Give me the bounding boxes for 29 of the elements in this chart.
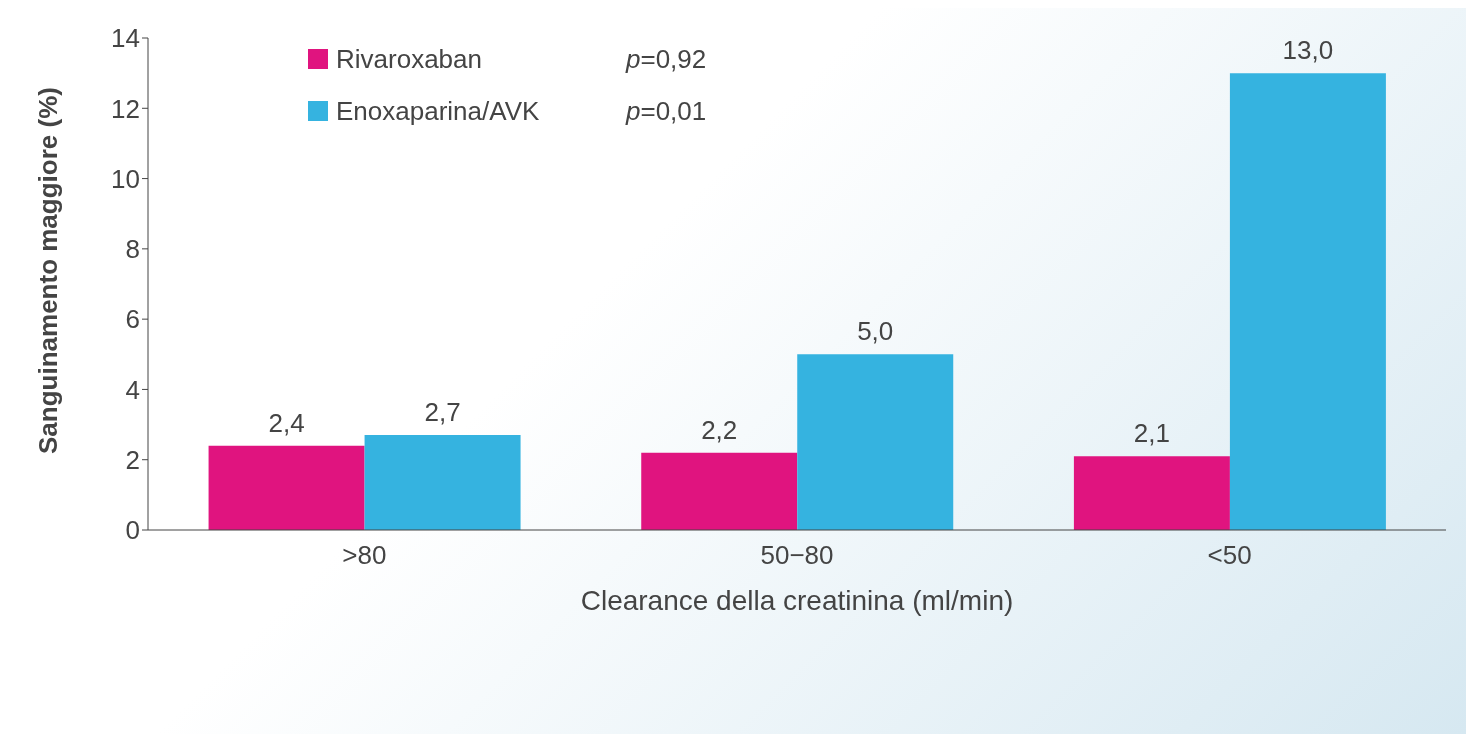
x-axis-title: Clearance della creatinina (ml/min) — [580, 585, 1014, 616]
x-tick-label: >80 — [342, 540, 387, 571]
y-tick-label: 2 — [125, 444, 140, 475]
y-tick-label: 6 — [125, 304, 140, 335]
bar — [797, 354, 954, 530]
annotation: p=0,01 — [626, 95, 707, 127]
data-label: 13,0 — [1282, 35, 1334, 66]
data-label: 2,1 — [1133, 418, 1170, 449]
y-tick-label: 4 — [125, 374, 140, 405]
data-label: 5,0 — [857, 316, 894, 347]
annotation: p=0,92 — [626, 43, 707, 75]
y-tick-label: 8 — [125, 234, 140, 265]
data-label: 2,7 — [424, 397, 461, 428]
y-tick-label: 10 — [111, 163, 140, 194]
y-axis-title: Sanguinamento maggiore (%) — [33, 87, 64, 454]
y-tick-label: 14 — [111, 23, 140, 54]
bar — [208, 445, 365, 530]
bar — [364, 435, 521, 530]
data-label: 2,2 — [701, 414, 738, 445]
x-tick-label: <50 — [1207, 540, 1252, 571]
y-tick-label: 0 — [125, 515, 140, 546]
legend-label: Rivaroxaban — [336, 43, 483, 75]
x-tick-label: 50−80 — [760, 540, 834, 571]
bar — [1229, 73, 1386, 530]
data-label: 2,4 — [268, 407, 305, 438]
bar — [641, 452, 798, 530]
y-tick-label: 12 — [111, 93, 140, 124]
legend-label: Enoxaparina/AVK — [336, 95, 541, 127]
bar — [1073, 456, 1230, 530]
